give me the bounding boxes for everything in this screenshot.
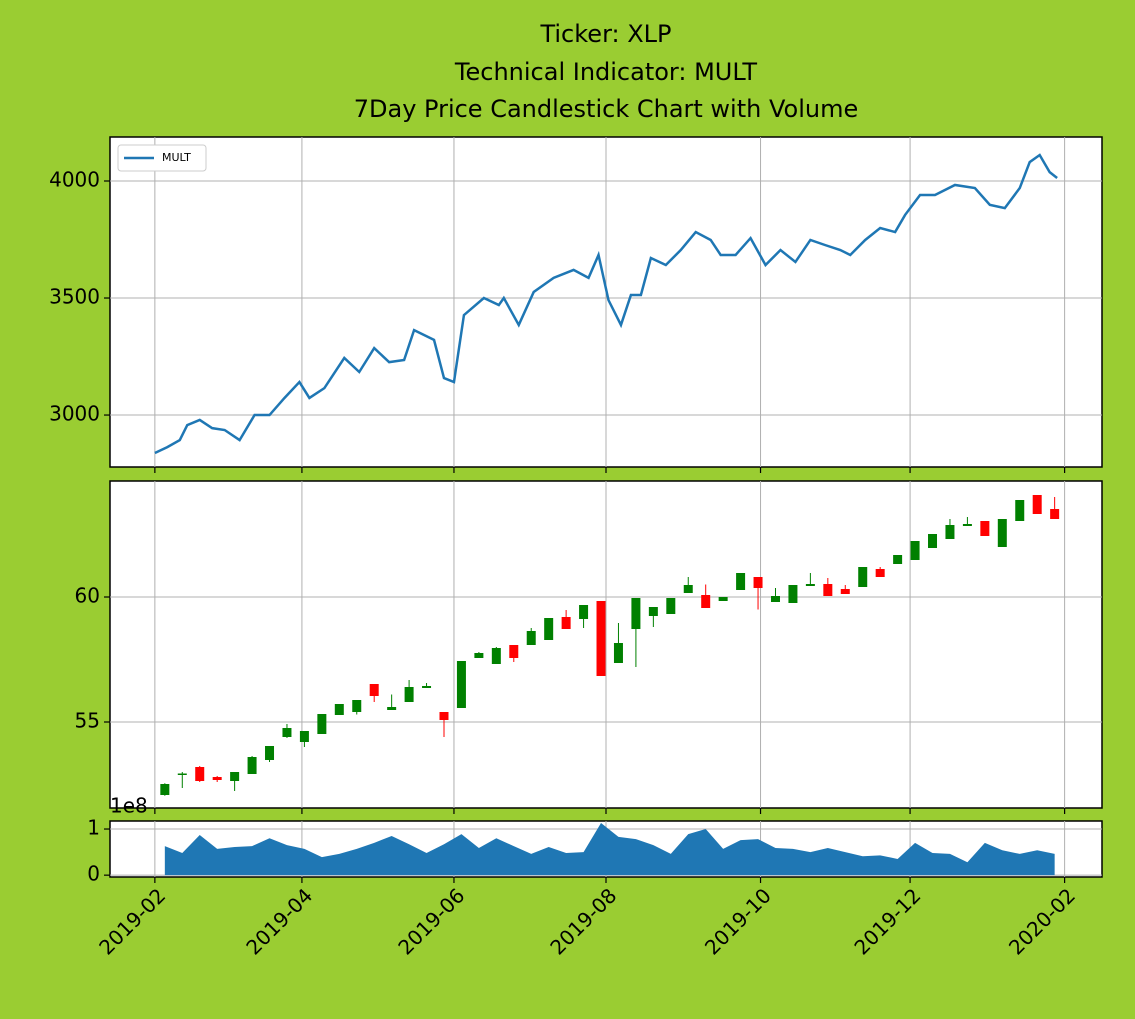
candle-body [369, 684, 379, 696]
x-tick-label: 2019-02 [94, 883, 170, 959]
candle-body [456, 661, 466, 708]
candle-body [631, 598, 641, 629]
candle-body [317, 714, 327, 734]
legend-box [117, 144, 207, 172]
candle-body [561, 617, 571, 629]
y-tick-label: 4000 [49, 168, 100, 192]
candle-body [788, 585, 798, 603]
candle-body [509, 645, 519, 658]
candle-body [1032, 495, 1042, 514]
volume-area [164, 823, 1055, 876]
candle-body [160, 784, 170, 795]
x-tick-label: 2020-02 [1004, 883, 1080, 959]
candle-body [195, 767, 205, 781]
candle-body [247, 757, 257, 774]
candle-body [648, 607, 658, 616]
x-tick-label: 2019-06 [393, 883, 469, 959]
candle-body [997, 519, 1007, 547]
candle-body [910, 541, 920, 560]
candle-body [962, 524, 972, 526]
candle-body [840, 589, 850, 594]
candle-body [544, 618, 554, 640]
chart-title: 7Day Price Candlestick Chart with Volume [354, 95, 859, 123]
candle-body [980, 521, 990, 536]
candle-body [579, 605, 589, 619]
candle-body [212, 777, 222, 780]
candle-body [736, 573, 746, 590]
candle-body [1050, 509, 1060, 519]
candle-body [596, 601, 606, 676]
chart-title: Ticker: XLP [539, 20, 671, 48]
candle-body [387, 707, 397, 710]
offset-text: 1e8 [110, 794, 148, 818]
x-tick-label: 2019-08 [545, 883, 621, 959]
y-tick-label: 55 [75, 709, 100, 733]
candle-body [875, 569, 885, 577]
candle-body [474, 653, 484, 658]
candle-body [352, 700, 362, 712]
candle-body [491, 648, 501, 664]
candle-body [177, 773, 187, 775]
x-tick-label: 2019-12 [849, 883, 925, 959]
candle-body [701, 595, 711, 608]
x-tick-label: 2019-10 [700, 883, 776, 959]
legend: MULT [117, 144, 207, 172]
candle-body [299, 731, 309, 742]
candle-body [439, 712, 449, 720]
candle-body [613, 643, 623, 663]
candle-body [805, 584, 815, 586]
candle-body [526, 631, 536, 645]
candle-body [230, 772, 240, 781]
candle-body [265, 746, 275, 760]
candle-body [858, 567, 868, 587]
y-tick-label: 1 [87, 816, 100, 840]
candle-body [334, 704, 344, 715]
candle-body [753, 577, 763, 588]
candle-body [683, 585, 693, 593]
candle-body [1015, 500, 1025, 521]
candle-body [945, 525, 955, 539]
y-tick-label: 3500 [49, 285, 100, 309]
y-tick-label: 60 [75, 584, 100, 608]
y-tick-label: 3000 [49, 402, 100, 426]
candle-body [718, 597, 728, 601]
candle-body [404, 687, 414, 702]
y-tick-label: 0 [87, 862, 100, 886]
candle-body [666, 598, 676, 614]
legend-label: MULT [162, 151, 191, 164]
candle-body [770, 596, 780, 602]
candle-body [422, 686, 432, 688]
candle-body [928, 534, 938, 548]
chart-title: Technical Indicator: MULT [454, 58, 758, 86]
candle-body [282, 728, 292, 737]
line-series [154, 153, 1058, 455]
candle-body [893, 555, 903, 564]
candle-body [823, 584, 833, 596]
x-tick-label: 2019-04 [241, 883, 317, 959]
